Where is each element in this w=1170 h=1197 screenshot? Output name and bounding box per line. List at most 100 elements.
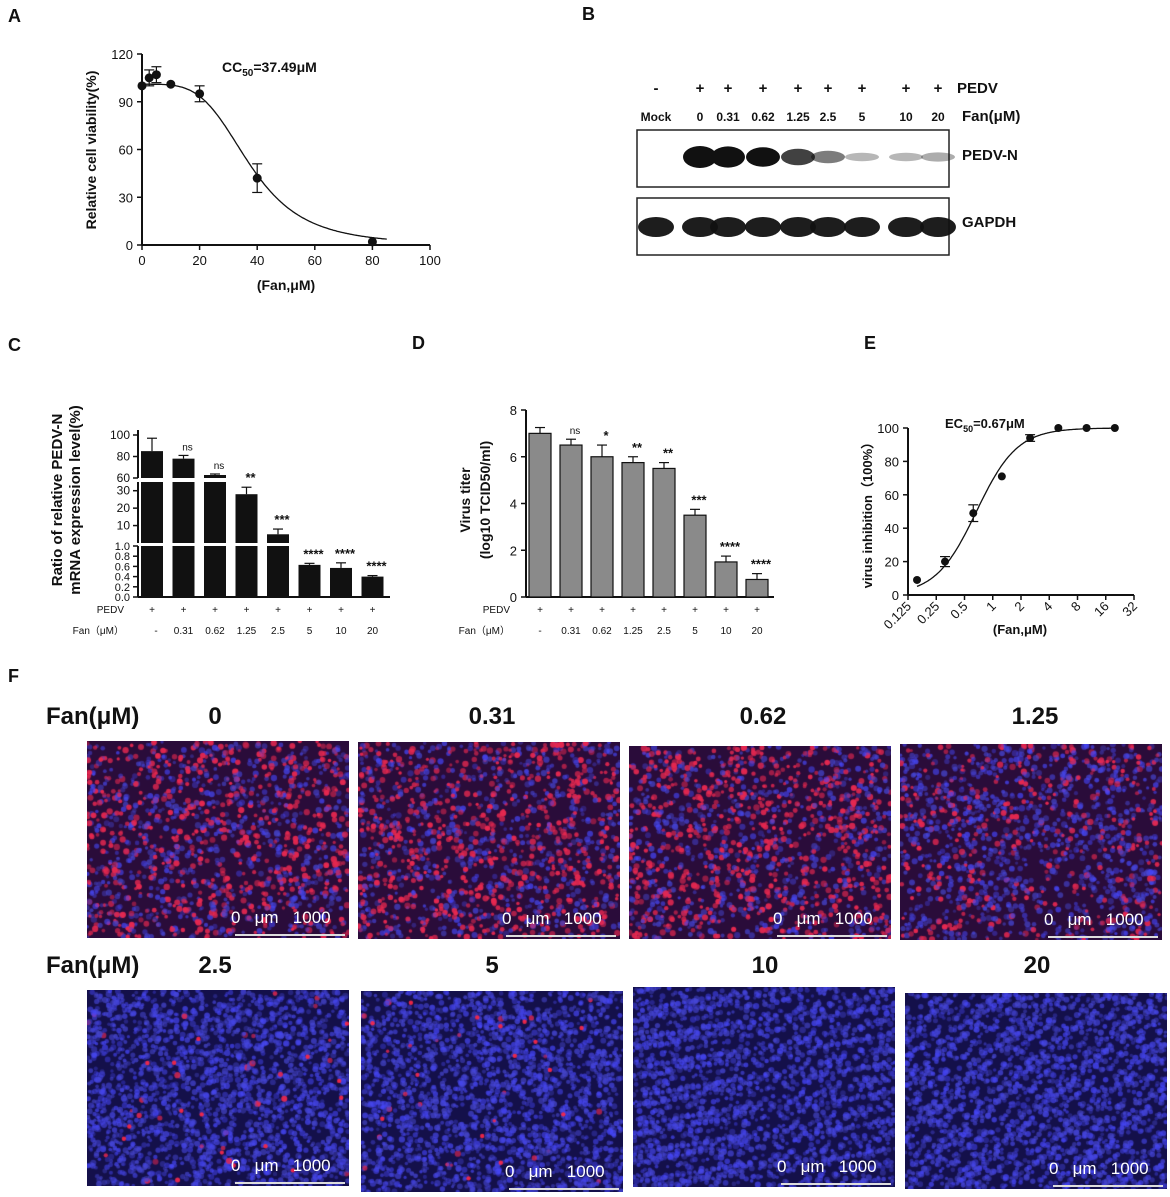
scale-unit: μm xyxy=(254,908,279,927)
b-gapdh-band xyxy=(710,217,746,237)
b-gapdh-band xyxy=(682,217,718,237)
scale-start: 0 xyxy=(777,1157,787,1176)
micrograph-image xyxy=(361,991,623,1192)
c-pedv-sign: + xyxy=(275,605,281,616)
c-y-tick-label: 30 xyxy=(117,484,131,498)
c-bar xyxy=(235,546,258,597)
d-pedv-sign: + xyxy=(661,605,667,616)
d-significance: *** xyxy=(691,492,707,507)
scale-bar: 0 μm 1000 xyxy=(773,909,873,929)
a-data-point xyxy=(137,81,147,91)
a-x-tick-label: 80 xyxy=(365,253,379,268)
scale-unit: μm xyxy=(1072,1159,1097,1178)
e-data-point xyxy=(969,509,978,518)
b-pedv-sign: + xyxy=(794,80,803,97)
b-pedv-label: PEDV xyxy=(957,80,998,97)
c-bar xyxy=(172,458,195,478)
scale-end: 1000 xyxy=(566,1162,605,1181)
c-dose-label: 2.5 xyxy=(271,626,285,637)
b-fan-label: Fan(μM) xyxy=(962,108,1020,125)
e-x-tick-label: 16 xyxy=(1091,599,1112,620)
a-data-point xyxy=(367,237,377,247)
d-fan-label: Fan（μM） xyxy=(459,625,510,637)
b-gapdh-band xyxy=(888,217,924,237)
scale-bar: 0 μm 1000 xyxy=(502,909,602,929)
c-bar xyxy=(267,534,289,543)
scale-bar-line xyxy=(506,935,616,937)
b-gapdh-band xyxy=(920,217,956,237)
e-y-tick-label: 80 xyxy=(885,454,899,469)
c-y-tick-label: 0.2 xyxy=(115,582,130,594)
a-x-tick-label: 100 xyxy=(419,253,441,268)
b-dose-label: 0.31 xyxy=(716,110,740,124)
b-pedv-sign: + xyxy=(902,80,911,97)
scale-end: 1000 xyxy=(1110,1159,1149,1178)
micrograph-dose-label: 0.62 xyxy=(739,703,787,730)
panel-label-e: E xyxy=(864,333,877,353)
b-dose-label: 1.25 xyxy=(786,110,810,124)
c-significance: **** xyxy=(366,559,387,574)
scale-unit: μm xyxy=(1067,910,1092,929)
scale-start: 0 xyxy=(231,1156,241,1175)
a-x-tick-label: 20 xyxy=(192,253,206,268)
c-bar xyxy=(141,482,163,543)
d-pedv-sign: + xyxy=(568,605,574,616)
d-y-tick-label: 2 xyxy=(510,543,517,558)
d-significance: ns xyxy=(570,426,581,437)
e-data-point xyxy=(1082,424,1091,432)
c-pedv-sign: + xyxy=(370,605,376,616)
a-y-tick-label: 0 xyxy=(126,238,133,253)
a-x-tick-label: 40 xyxy=(250,253,264,268)
d-bar xyxy=(621,461,645,598)
a-y-label: Relative cell viability(%) xyxy=(83,71,99,230)
e-y-tick-label: 60 xyxy=(885,488,899,503)
d-dose-label: 0.62 xyxy=(592,626,612,637)
fluorescence-micrograph xyxy=(358,742,620,939)
c-dose-label: 5 xyxy=(307,626,313,637)
c-bar xyxy=(172,546,195,597)
c-pedv-label: PEDV xyxy=(97,605,125,616)
a-y-tick-label: 120 xyxy=(111,47,133,62)
c-significance: ns xyxy=(214,461,225,472)
scale-end: 1000 xyxy=(563,909,602,928)
b-dose-label: 5 xyxy=(859,110,866,124)
e-data-point xyxy=(1026,434,1035,443)
d-dose-label: 5 xyxy=(692,626,698,637)
scale-end: 1000 xyxy=(292,908,331,927)
c-pedv-sign: + xyxy=(338,605,344,616)
scale-start: 0 xyxy=(1049,1159,1059,1178)
b-pedv-n-band xyxy=(811,150,845,164)
b-gapdh-band xyxy=(844,217,880,237)
scale-bar-line xyxy=(781,1183,891,1185)
b-gapdh-band xyxy=(780,217,816,237)
e-annotation: EC50=0.67μM xyxy=(945,416,1025,434)
panel-label-f: F xyxy=(8,666,19,686)
e-data-point xyxy=(941,557,950,566)
b-dose-label: 10 xyxy=(899,110,913,124)
c-y-tick-label: 20 xyxy=(117,501,131,515)
scale-unit: μm xyxy=(796,909,821,928)
scale-unit: μm xyxy=(528,1162,553,1181)
scale-start: 0 xyxy=(231,908,241,927)
b-pedv-sign: + xyxy=(858,80,867,97)
d-pedv-sign: + xyxy=(630,605,636,616)
scale-unit: μm xyxy=(525,909,550,928)
b-pedv-sign: - xyxy=(654,80,659,97)
e-x-label: (Fan,μM) xyxy=(993,622,1047,637)
d-bar xyxy=(714,561,738,598)
a-annotation: CC50=37.49μM xyxy=(222,59,317,79)
b-gapdh-band xyxy=(745,217,781,237)
d-pedv-sign: + xyxy=(754,605,760,616)
c-pedv-sign: + xyxy=(181,605,187,616)
c-dose-label: 1.25 xyxy=(237,626,257,637)
e-x-tick-label: 4 xyxy=(1040,599,1056,615)
micrograph-row1-label: Fan(μM) xyxy=(46,703,140,730)
scale-bar-line xyxy=(235,1182,345,1184)
c-pedv-sign: + xyxy=(149,605,155,616)
d-dose-label: 10 xyxy=(720,626,732,637)
c-y-tick-label: 60 xyxy=(117,471,131,485)
b-dose-label: 20 xyxy=(931,110,945,124)
d-pedv-sign: + xyxy=(599,605,605,616)
b-blot2-label: GAPDH xyxy=(962,214,1016,231)
fluorescence-micrograph xyxy=(905,993,1167,1189)
